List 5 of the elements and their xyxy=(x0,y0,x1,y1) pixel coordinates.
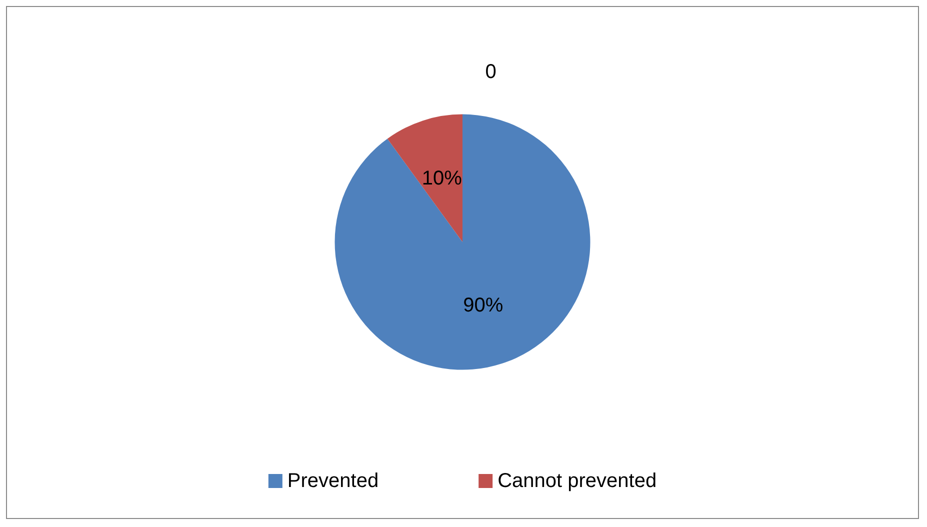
text: 0 xyxy=(485,61,496,83)
legend-label: Cannot prevented xyxy=(498,470,657,492)
data-label: 90% xyxy=(463,294,504,317)
legend-label: Prevented xyxy=(287,470,379,492)
data-label: 10% xyxy=(422,167,462,190)
